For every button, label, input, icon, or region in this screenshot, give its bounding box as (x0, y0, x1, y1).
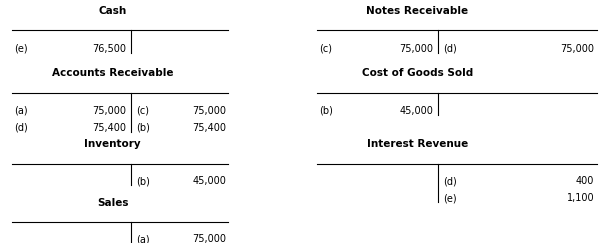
Text: (b): (b) (136, 122, 150, 133)
Text: 75,000: 75,000 (192, 105, 226, 116)
Text: Accounts Receivable: Accounts Receivable (52, 68, 174, 78)
Text: Sales: Sales (97, 198, 128, 208)
Text: (d): (d) (443, 176, 457, 186)
Text: 75,000: 75,000 (192, 234, 226, 243)
Text: (a): (a) (136, 234, 149, 243)
Text: (c): (c) (136, 105, 149, 116)
Text: (e): (e) (443, 193, 457, 203)
Text: 45,000: 45,000 (192, 176, 226, 186)
Text: (b): (b) (319, 105, 333, 116)
Text: (b): (b) (136, 176, 150, 186)
Text: (d): (d) (443, 43, 457, 54)
Text: 75,000: 75,000 (92, 105, 126, 116)
Text: Interest Revenue: Interest Revenue (367, 139, 468, 149)
Text: 1,100: 1,100 (567, 193, 594, 203)
Text: 45,000: 45,000 (400, 105, 434, 116)
Text: 75,400: 75,400 (92, 122, 126, 133)
Text: 400: 400 (576, 176, 594, 186)
Text: 75,000: 75,000 (400, 43, 434, 54)
Text: (e): (e) (15, 43, 28, 54)
Text: 75,400: 75,400 (192, 122, 226, 133)
Text: Inventory: Inventory (85, 139, 141, 149)
Text: 76,500: 76,500 (92, 43, 126, 54)
Text: Cash: Cash (99, 6, 127, 16)
Text: (c): (c) (319, 43, 332, 54)
Text: Cost of Goods Sold: Cost of Goods Sold (362, 68, 473, 78)
Text: 75,000: 75,000 (560, 43, 594, 54)
Text: Notes Receivable: Notes Receivable (366, 6, 468, 16)
Text: (a): (a) (15, 105, 28, 116)
Text: (d): (d) (15, 122, 29, 133)
